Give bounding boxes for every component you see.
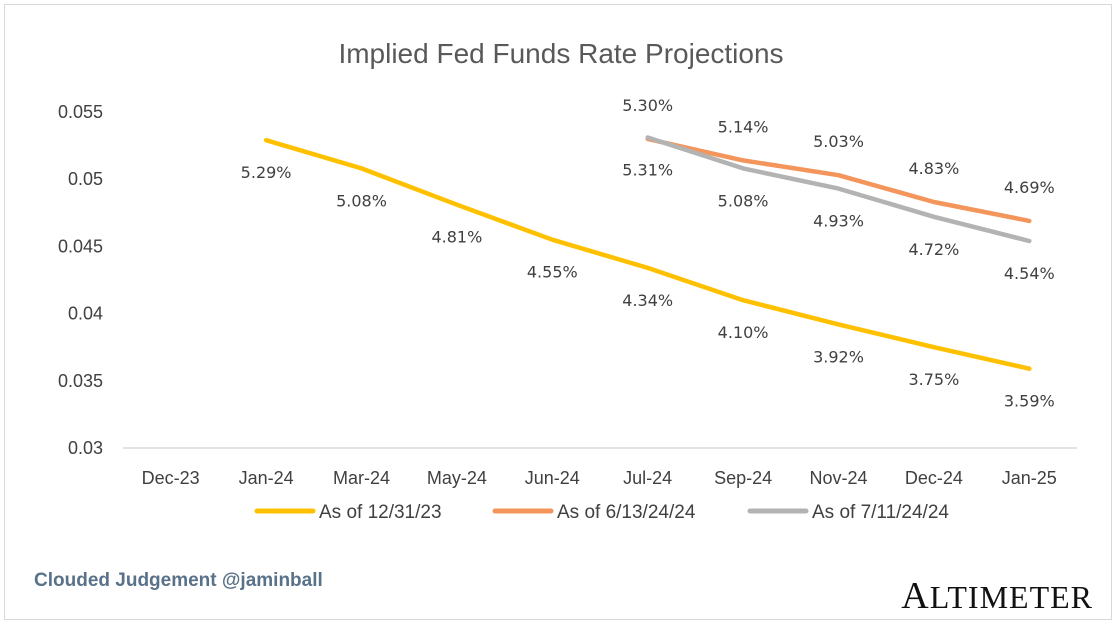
data-label: 4.83% — [908, 159, 959, 178]
data-label: 4.69% — [1004, 178, 1055, 197]
x-tick-label: Jun-24 — [525, 468, 580, 488]
y-tick-label: 0.035 — [58, 371, 103, 391]
y-tick-label: 0.045 — [58, 236, 103, 256]
legend-label: As of 6/13/24/24 — [557, 502, 696, 523]
legend-label: As of 12/31/23 — [319, 502, 442, 523]
data-label: 3.92% — [813, 347, 864, 366]
data-label: 4.54% — [1004, 264, 1055, 283]
x-tick-label: Mar-24 — [333, 468, 390, 488]
x-axis: Dec-23 Jan-24 Mar-24 May-24 Jun-24 Jul-24 Sep-… — [142, 468, 1057, 488]
x-tick-label: Jan-25 — [1002, 468, 1057, 488]
data-label: 4.55% — [527, 263, 578, 282]
altimeter-logo: ALTIMETER — [901, 575, 1093, 617]
data-label: 5.08% — [718, 191, 769, 210]
x-tick-label: Nov-24 — [809, 468, 867, 488]
data-label: 3.75% — [908, 370, 959, 389]
data-label: 4.72% — [908, 240, 959, 259]
x-tick-label: Dec-24 — [905, 468, 963, 488]
y-axis: 0.055 0.05 0.045 0.04 0.035 0.03 — [58, 102, 103, 458]
data-label: 5.08% — [336, 191, 387, 210]
y-tick-label: 0.04 — [68, 304, 103, 324]
data-label: 4.81% — [431, 228, 482, 247]
data-label: 5.31% — [622, 161, 673, 180]
x-tick-label: Sep-24 — [714, 468, 772, 488]
x-tick-label: Dec-23 — [142, 468, 200, 488]
y-tick-label: 0.05 — [68, 169, 103, 189]
credit-text: Clouded Judgement @jaminball — [34, 570, 323, 591]
legend: As of 12/31/23 As of 6/13/24/24 As of 7/11… — [254, 502, 949, 523]
series-layer — [263, 135, 1032, 371]
data-label: 4.34% — [622, 291, 673, 310]
x-tick-label: May-24 — [427, 468, 487, 488]
chart-title: Implied Fed Funds Rate Projections — [338, 38, 783, 69]
x-tick-label: Jan-24 — [239, 468, 294, 488]
data-label: 4.10% — [718, 323, 769, 342]
data-label: 5.30% — [622, 96, 673, 115]
data-label: 4.93% — [813, 212, 864, 231]
y-tick-label: 0.055 — [58, 102, 103, 122]
data-label: 5.29% — [241, 163, 292, 182]
data-label: 5.14% — [718, 117, 769, 136]
data-labels: 5.29% 5.08% 4.81% 4.55% 4.34% 4.10% 3.92% 3.75%… — [241, 96, 1055, 411]
x-tick-label: Jul-24 — [623, 468, 672, 488]
series-line-2 — [645, 136, 1032, 224]
line-chart: Implied Fed Funds Rate Projections 0.055… — [34, 38, 1093, 617]
y-tick-label: 0.03 — [68, 438, 103, 458]
legend-label: As of 7/11/24/24 — [812, 502, 949, 523]
series-line-1 — [263, 137, 1032, 371]
series-line-3 — [645, 135, 1032, 244]
chart-frame: Implied Fed Funds Rate Projections 0.055… — [4, 4, 1112, 620]
data-label: 3.59% — [1004, 392, 1055, 411]
data-label: 5.03% — [813, 132, 864, 151]
